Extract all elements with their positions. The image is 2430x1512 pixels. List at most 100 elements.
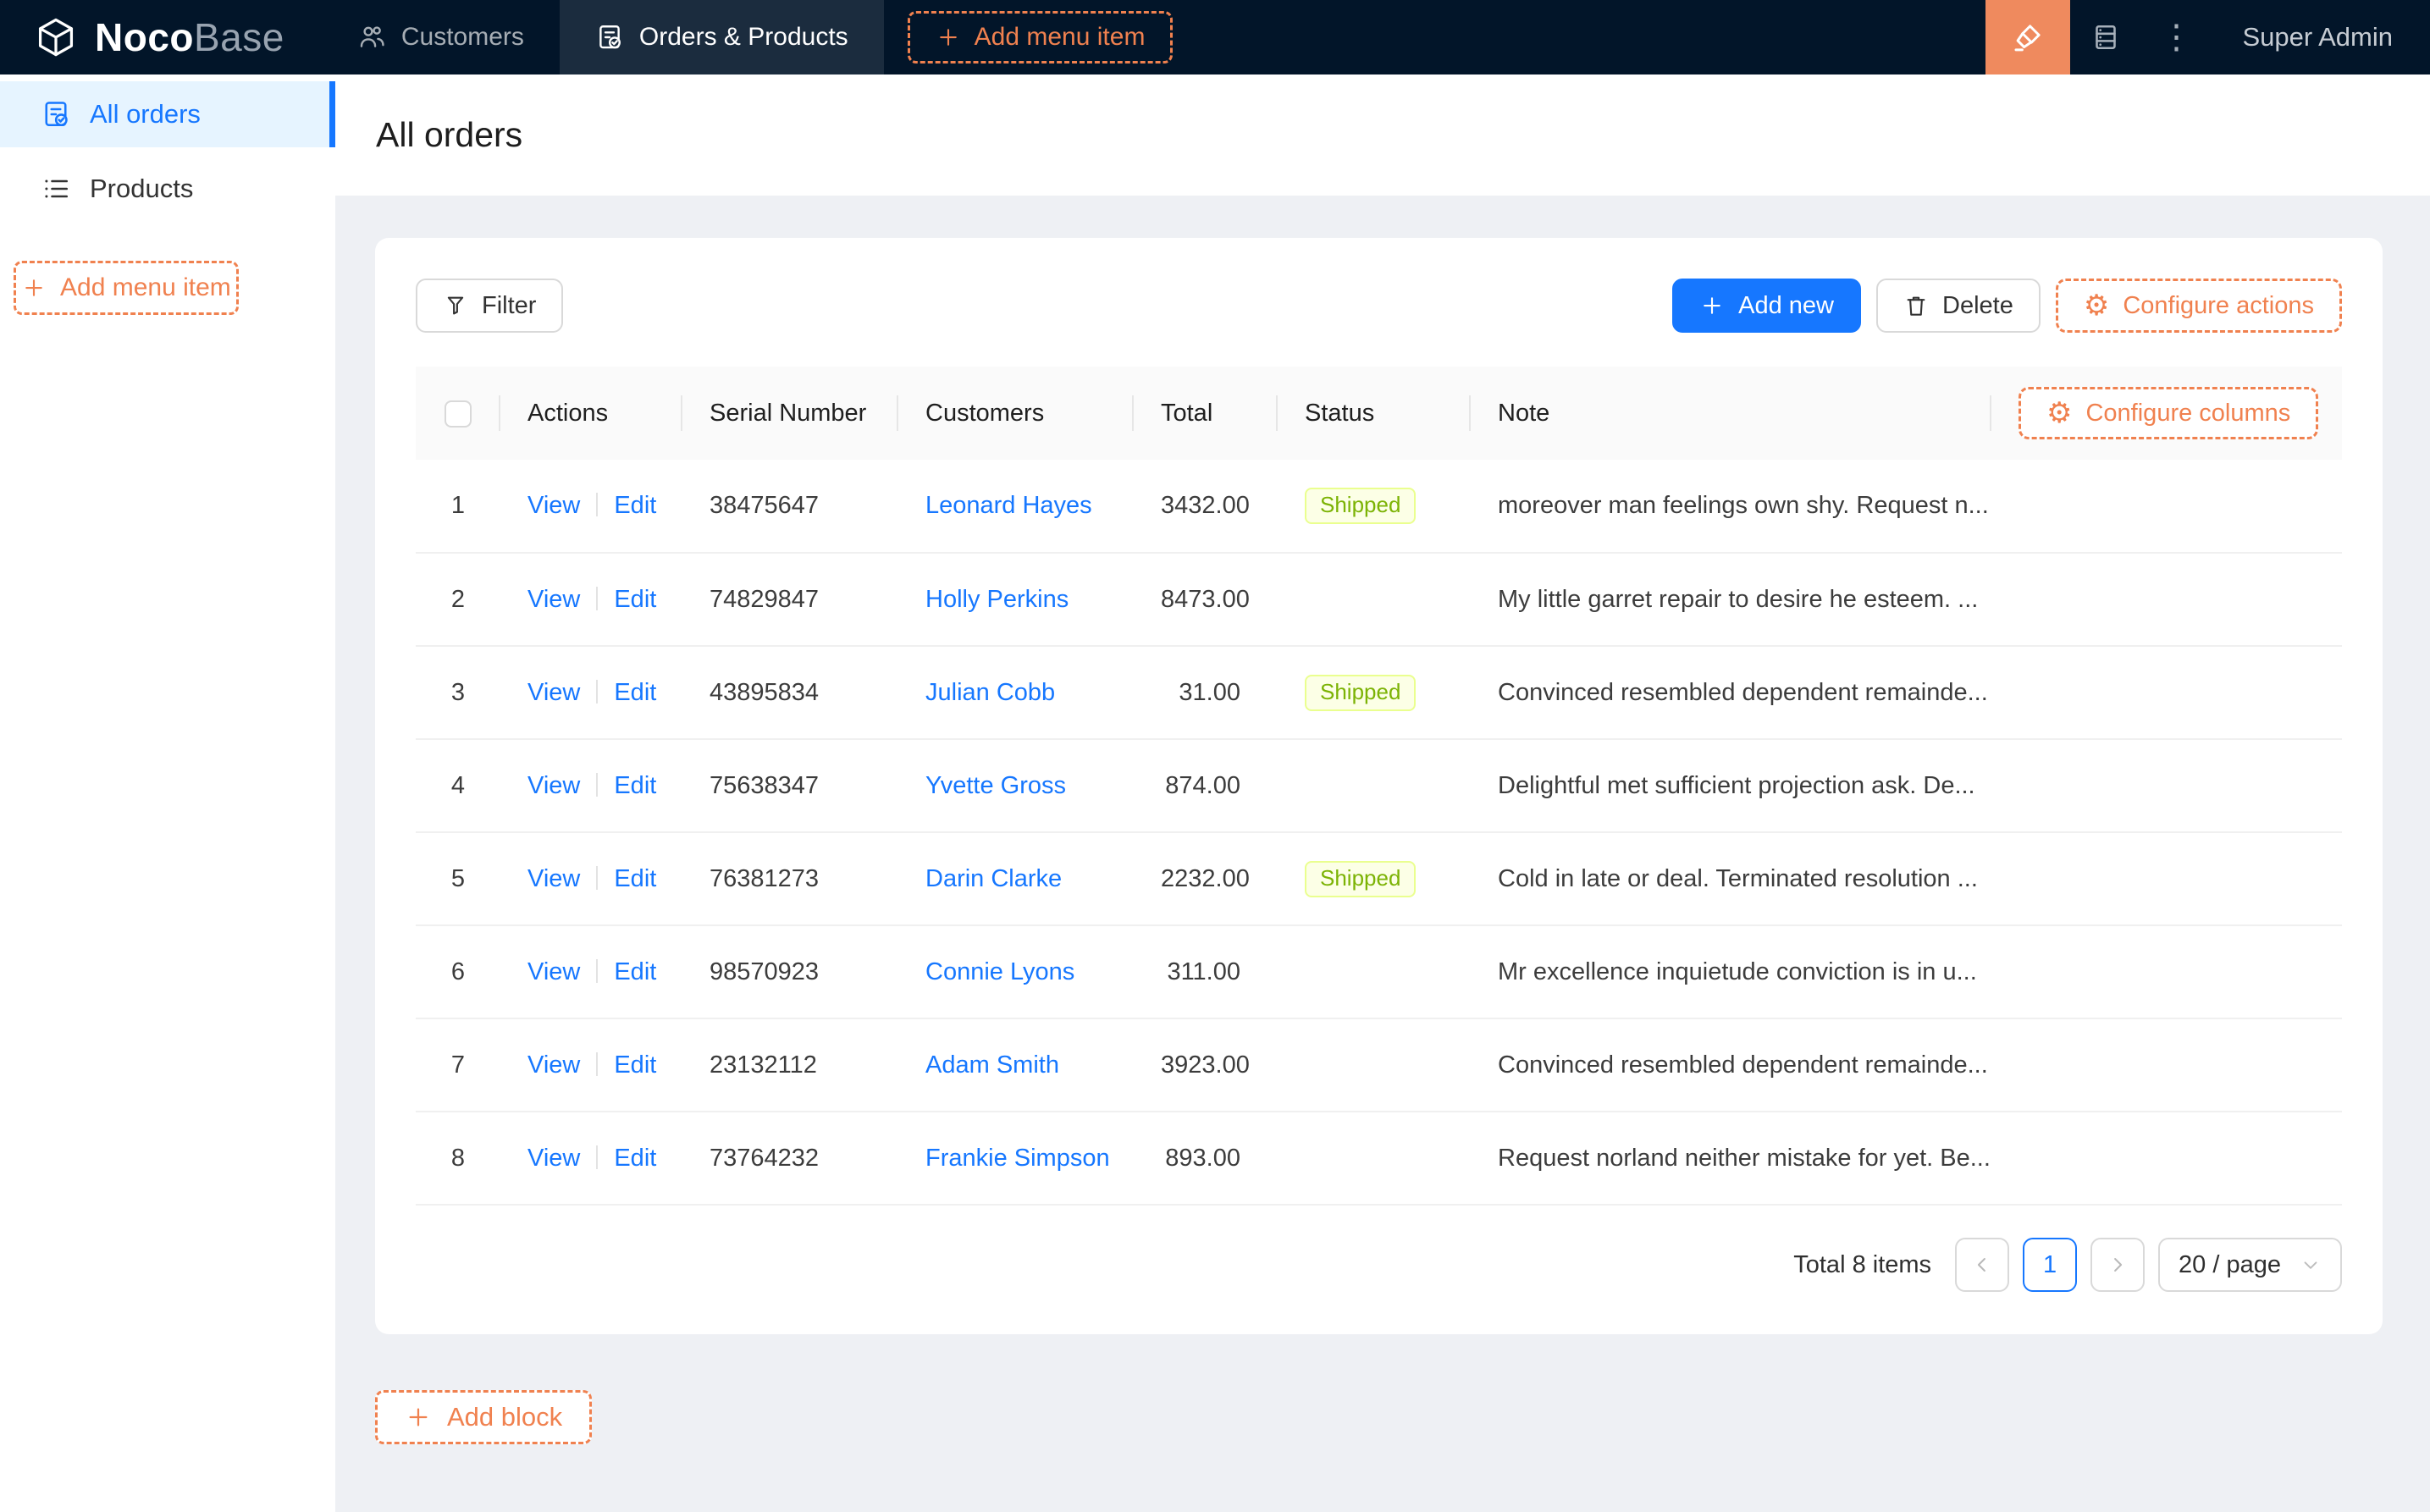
- customer-link[interactable]: Adam Smith: [925, 1051, 1059, 1079]
- nocobase-logo[interactable]: NocoBase: [0, 0, 322, 74]
- edit-link[interactable]: Edit: [614, 864, 657, 892]
- current-user[interactable]: Super Admin: [2242, 22, 2394, 52]
- add-menu-item-button-topnav[interactable]: Add menu item: [907, 11, 1174, 63]
- add-block-label: Add block: [447, 1402, 563, 1432]
- delete-button[interactable]: Delete: [1876, 279, 2041, 333]
- pagination-next-button[interactable]: [2090, 1238, 2146, 1292]
- sidebar-item-products[interactable]: Products: [0, 156, 335, 222]
- view-link[interactable]: View: [527, 1144, 581, 1172]
- empty-cell: [1991, 739, 2342, 833]
- plus-icon: [21, 275, 47, 301]
- sidebar-item-all-orders[interactable]: All orders: [0, 81, 335, 147]
- brand-text: NocoBase: [95, 14, 284, 60]
- filter-button[interactable]: Filter: [416, 279, 564, 333]
- nav-item-label: Customers: [400, 23, 524, 51]
- empty-cell: [1991, 1018, 2342, 1112]
- customer-cell: Leonard Hayes: [898, 460, 1134, 554]
- pagination-page-1[interactable]: 1: [2023, 1238, 2078, 1292]
- view-link[interactable]: View: [527, 957, 581, 985]
- customer-link[interactable]: Leonard Hayes: [925, 492, 1092, 519]
- select-all-header-cell: [416, 367, 500, 460]
- edit-link[interactable]: Edit: [614, 678, 657, 706]
- view-link[interactable]: View: [527, 492, 581, 519]
- nav-item-orders-products[interactable]: Orders & Products: [559, 0, 884, 74]
- pagination: Total 8 items 1 20 / page: [416, 1238, 2342, 1292]
- filter-label: Filter: [482, 291, 537, 319]
- view-link[interactable]: View: [527, 585, 581, 613]
- table-row: 6 View Edit 98570923 Connie Lyons 311.00 …: [416, 925, 2342, 1019]
- column-header-actions: Actions: [500, 367, 682, 460]
- main-area: All orders Filter Add new: [335, 74, 2430, 1512]
- customer-cell: Connie Lyons: [898, 925, 1134, 1019]
- row-actions: View Edit: [500, 553, 682, 647]
- sidebar-item-label: Products: [90, 174, 194, 203]
- note-cell: Convinced resembled dependent remainde..…: [1471, 646, 1991, 740]
- action-divider: [596, 958, 599, 983]
- view-link[interactable]: View: [527, 771, 581, 799]
- customer-cell: Darin Clarke: [898, 832, 1134, 926]
- pagination-prev-button[interactable]: [1955, 1238, 2010, 1292]
- edit-link[interactable]: Edit: [614, 1144, 657, 1172]
- edit-link[interactable]: Edit: [614, 957, 657, 985]
- customer-cell: Frankie Simpson: [898, 1112, 1134, 1206]
- edit-link[interactable]: Edit: [614, 585, 657, 613]
- sidebar: All orders Products Add menu item: [0, 74, 335, 1512]
- status-cell: [1278, 925, 1471, 1019]
- edit-link[interactable]: Edit: [614, 771, 657, 799]
- sidebar-item-label: All orders: [90, 99, 201, 129]
- status-badge: Shipped: [1305, 674, 1417, 711]
- edit-link[interactable]: Edit: [614, 1051, 657, 1079]
- table-row: 5 View Edit 76381273 Darin Clarke 2232.00…: [416, 832, 2342, 926]
- note-cell: Delightful met sufficient projection ask…: [1471, 739, 1991, 833]
- status-cell: Shipped: [1278, 832, 1471, 926]
- serial-number-cell: 76381273: [682, 832, 898, 926]
- serial-number-cell: 74829847: [682, 553, 898, 647]
- customer-link[interactable]: Julian Cobb: [925, 678, 1056, 706]
- more-options-button[interactable]: ⋮: [2141, 0, 2212, 74]
- configure-actions-button[interactable]: ⚙ Configure actions: [2055, 279, 2342, 333]
- configure-columns-header-cell: ⚙ Configure columns: [1991, 367, 2342, 460]
- edit-link[interactable]: Edit: [614, 492, 657, 519]
- select-all-checkbox[interactable]: [445, 400, 472, 428]
- page-size-select[interactable]: 20 / page: [2158, 1238, 2342, 1292]
- top-nav-right: ⋮ Super Admin: [1985, 0, 2430, 74]
- delete-label: Delete: [1942, 291, 2013, 319]
- orders-file-check-icon: [595, 23, 624, 52]
- toolbar-right: Add new Delete ⚙ Configure actions: [1672, 279, 2342, 333]
- note-cell: moreover man feelings own shy. Request n…: [1471, 460, 1991, 554]
- row-actions: View Edit: [500, 832, 682, 926]
- row-actions: View Edit: [500, 1018, 682, 1112]
- add-new-button[interactable]: Add new: [1672, 279, 1861, 333]
- brand-bold: Noco: [95, 15, 194, 59]
- ui-editor-button[interactable]: [1985, 0, 2070, 74]
- configure-columns-label: Configure columns: [2085, 399, 2291, 427]
- highlighter-icon: [2010, 19, 2046, 55]
- chevron-down-icon: [2300, 1254, 2322, 1276]
- customer-link[interactable]: Frankie Simpson: [925, 1144, 1110, 1172]
- column-header-total: Total: [1134, 367, 1278, 460]
- view-link[interactable]: View: [527, 1051, 581, 1079]
- collections-button[interactable]: [2070, 0, 2141, 74]
- chevron-left-icon: [1970, 1253, 1994, 1277]
- row-actions: View Edit: [500, 925, 682, 1019]
- table-row: 4 View Edit 75638347 Yvette Gross 874.00 …: [416, 739, 2342, 833]
- view-link[interactable]: View: [527, 864, 581, 892]
- pagination-total: Total 8 items: [1793, 1250, 1932, 1278]
- customer-link[interactable]: Yvette Gross: [925, 771, 1067, 799]
- view-link[interactable]: View: [527, 678, 581, 706]
- table-row: 3 View Edit 43895834 Julian Cobb 31.00 Sh…: [416, 646, 2342, 740]
- configure-actions-label: Configure actions: [2123, 291, 2314, 319]
- customer-link[interactable]: Connie Lyons: [925, 957, 1075, 985]
- customer-link[interactable]: Darin Clarke: [925, 864, 1063, 892]
- top-nav: NocoBase Customers Orders & Products Add…: [0, 0, 2430, 74]
- add-menu-item-label: Add menu item: [974, 23, 1146, 51]
- empty-cell: [1991, 925, 2342, 1019]
- nav-item-customers[interactable]: Customers: [322, 0, 560, 74]
- total-cell: 874.00: [1134, 739, 1278, 833]
- customer-link[interactable]: Holly Perkins: [925, 585, 1069, 613]
- add-menu-item-button-sidebar[interactable]: Add menu item: [14, 261, 239, 315]
- serial-number-cell: 75638347: [682, 739, 898, 833]
- add-block-button[interactable]: Add block: [375, 1390, 593, 1444]
- configure-columns-button[interactable]: ⚙ Configure columns: [2019, 387, 2319, 439]
- status-cell: Shipped: [1278, 460, 1471, 554]
